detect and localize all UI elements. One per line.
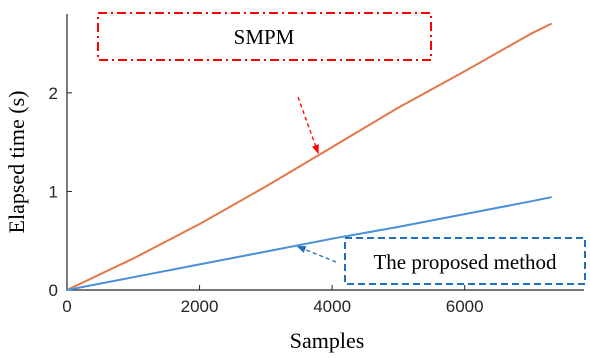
x-tick-label: 4000 (313, 297, 351, 316)
y-ticks: 0 1 2 (49, 84, 72, 300)
annotation-label-proposed-method: The proposed method (373, 250, 557, 274)
axes (66, 14, 584, 291)
x-tick-label: 6000 (446, 297, 484, 316)
x-tick-label: 2000 (181, 297, 219, 316)
y-tick-label: 0 (49, 281, 58, 300)
x-tick-label: 0 (62, 297, 71, 316)
annotation-box-smpm (97, 12, 432, 61)
x-axis-label: Samples (290, 328, 365, 353)
annotation-arrow-smpm (297, 96, 319, 154)
series-group (66, 22, 552, 291)
annotation-label-smpm: SMPM (234, 25, 295, 49)
y-axis-label: Elapsed time (s) (4, 91, 29, 234)
annotation-arrow-proposed-method (296, 245, 337, 263)
y-tick-label: 2 (49, 84, 58, 103)
y-tick-label: 1 (49, 182, 58, 201)
annotations: SMPM The proposed method (97, 12, 586, 285)
x-ticks: 0 2000 4000 6000 (62, 285, 484, 316)
series-line-proposed-method (66, 196, 552, 291)
series-line-smpm (66, 22, 552, 291)
